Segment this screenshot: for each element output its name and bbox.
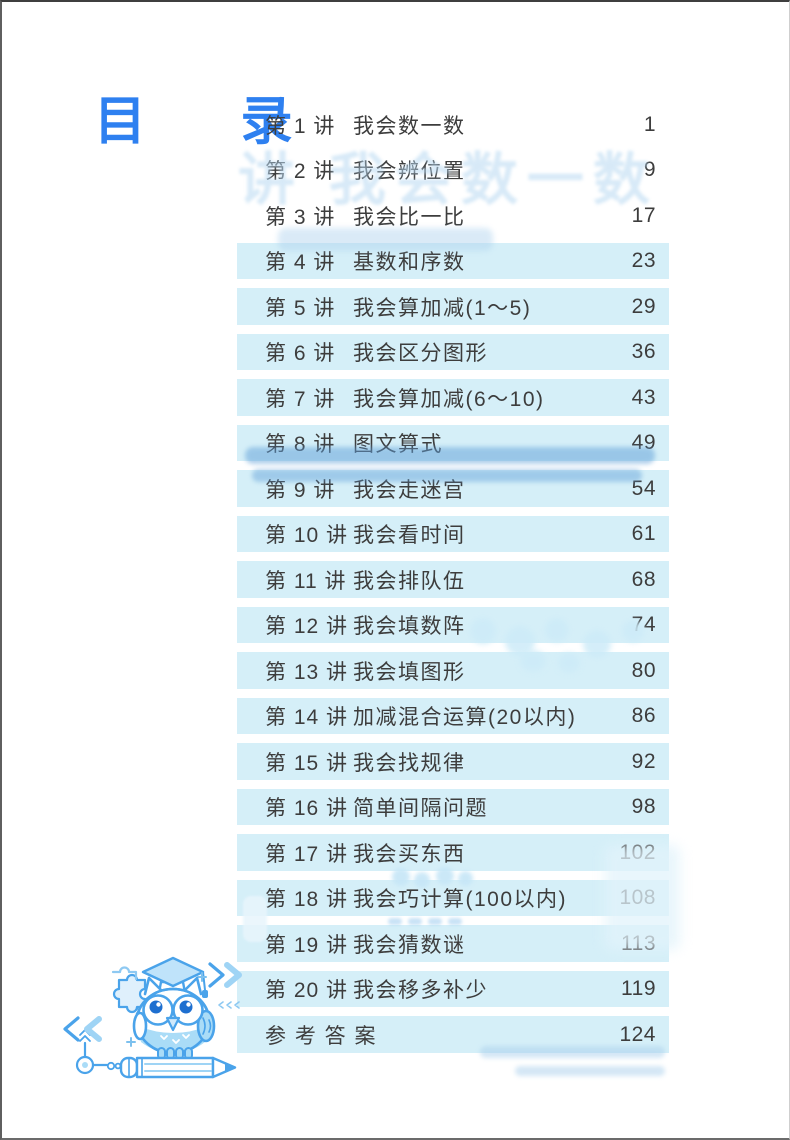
toc-row: 第 16 讲 简单间隔问题 98 [237,785,669,831]
toc-entry-title: 简单间隔问题 [353,797,488,821]
toc-entry-page: 1 [643,112,656,136]
toc-row: 第 12 讲 我会填数阵 74 [237,603,669,649]
owl-icon [132,976,216,1060]
toc-entry-page: 108 [619,886,656,910]
toc-entry-label: 第 19 讲 [265,933,349,957]
toc-entry-page: 102 [619,840,656,864]
toc-entry-label: 第 11 讲 [265,569,347,593]
toc-entry-label: 第 4 讲 [265,251,336,275]
toc-entry-label: 第 18 讲 [265,888,349,912]
toc-row: 第 18 讲 我会巧计算(100以内) 108 [237,876,669,922]
toc-row: 第 14 讲 加减混合运算(20以内) 86 [237,694,669,740]
toc-row: 第 2 讲 我会辨位置 9 [237,148,669,194]
toc-entry-label: 第 14 讲 [265,706,349,730]
toc-row: 第 1 讲 我会数一数 1 [237,102,669,148]
toc-entry-page: 68 [631,567,656,591]
toc-entry-title: 我会走迷宫 [353,478,466,502]
toc-entry-title: 我会区分图形 [353,342,488,366]
toc-row: 第 3 讲 我会比一比 17 [237,193,669,239]
toc-entry-page: 43 [631,385,656,409]
robot-arm-doodle [75,1029,122,1075]
toc-row: 第 11 讲 我会排队伍 68 [237,557,669,603]
toc-row: 第 13 讲 我会填图形 80 [237,648,669,694]
toc-entry-title: 我会找规律 [353,751,466,775]
toc-entry-title: 我会填图形 [353,660,466,684]
toc-entry-label: 第 10 讲 [265,524,349,548]
toc-entry-label: 第 7 讲 [265,387,336,411]
toc-row: 第 9 讲 我会走迷宫 54 [237,466,669,512]
toc-entry-title: 我会排队伍 [353,569,466,593]
owl-graduate-mascot-illustration [63,956,242,1079]
toc-entry-page: 86 [631,704,656,728]
toc-entry-title: 我会猜数谜 [353,933,466,957]
toc-entry-page: 61 [631,522,656,546]
toc-entry-label: 第 15 讲 [265,751,349,775]
toc-row: 第 17 讲 我会买东西 102 [237,830,669,876]
toc-entry-title: 我会买东西 [353,842,466,866]
toc-entry-page: 80 [631,658,656,682]
toc-entry-page: 29 [631,294,656,318]
page-title: 目 录 [94,93,333,151]
toc-row: 第 6 讲 我会区分图形 36 [237,330,669,376]
toc-entry-label: 第 2 讲 [265,160,336,184]
sparkle-icons [126,972,207,1047]
toc-entry-title: 参 考 答 案 [265,1024,378,1048]
bleedthrough-blur [515,1066,665,1076]
toc-row: 第 4 讲 基数和序数 23 [237,239,669,285]
toc-list: 第 1 讲 我会数一数 1 第 2 讲 我会辨位置 9 第 3 讲 我会比一比 … [237,102,669,1058]
toc-row: 第 20 讲 我会移多补少 119 [237,967,669,1013]
toc-entry-label: 第 8 讲 [265,433,336,457]
toc-entry-title: 图文算式 [353,433,443,457]
toc-row: 第 19 讲 我会猜数谜 113 [237,921,669,967]
toc-entry-title: 加减混合运算(20以内) [353,706,577,730]
toc-entry-label: 第 1 讲 [265,114,336,138]
toc-entry-title: 我会看时间 [353,524,466,548]
toc-entry-page: 74 [631,613,656,637]
toc-entry-label: 第 6 讲 [265,342,336,366]
puzzle-piece-icon [111,966,147,1014]
toc-entry-page: 92 [631,749,656,773]
toc-entry-label: 第 12 讲 [265,615,349,639]
chevron-right-icons [208,962,242,1009]
toc-row: 第 8 讲 图文算式 49 [237,421,669,467]
toc-entry-page: 17 [631,203,656,227]
toc-row: 第 15 讲 我会找规律 92 [237,739,669,785]
toc-entry-title: 基数和序数 [353,251,466,275]
toc-entry-label: 第 9 讲 [265,478,336,502]
toc-entry-label: 第 17 讲 [265,842,349,866]
toc-entry-label: 第 20 讲 [265,979,349,1003]
toc-entry-page: 119 [621,977,656,1001]
toc-row: 第 7 讲 我会算加减(6～10) 43 [237,375,669,421]
toc-entry-page: 9 [643,158,656,182]
toc-entry-page: 49 [631,431,656,455]
toc-entry-title: 我会辨位置 [353,160,466,184]
toc-entry-page: 23 [631,249,656,273]
toc-row: 第 10 讲 我会看时间 61 [237,512,669,558]
toc-row: 参 考 答 案 124 [237,1012,669,1058]
toc-entry-page: 124 [619,1022,656,1046]
toc-entry-title: 我会比一比 [353,205,466,229]
chevron-left-icons [63,1016,102,1042]
toc-entry-label: 第 5 讲 [265,296,336,320]
toc-entry-title: 我会巧计算(100以内) [353,888,568,912]
toc-entry-title: 我会算加减(6～10) [353,387,545,411]
toc-entry-page: 36 [631,340,656,364]
toc-entry-label: 第 3 讲 [265,205,336,229]
toc-row: 第 5 讲 我会算加减(1～5) 29 [237,284,669,330]
toc-entry-title: 我会算加减(1～5) [353,296,532,320]
toc-entry-page: 98 [631,795,656,819]
toc-entry-label: 第 16 讲 [265,797,349,821]
toc-entry-page: 113 [621,931,656,955]
toc-entry-title: 我会数一数 [353,114,466,138]
toc-entry-label: 第 13 讲 [265,660,349,684]
toc-entry-title: 我会移多补少 [353,979,488,1003]
toc-entry-page: 54 [631,476,656,500]
toc-entry-title: 我会填数阵 [353,615,466,639]
pencil-icon [119,1056,237,1079]
